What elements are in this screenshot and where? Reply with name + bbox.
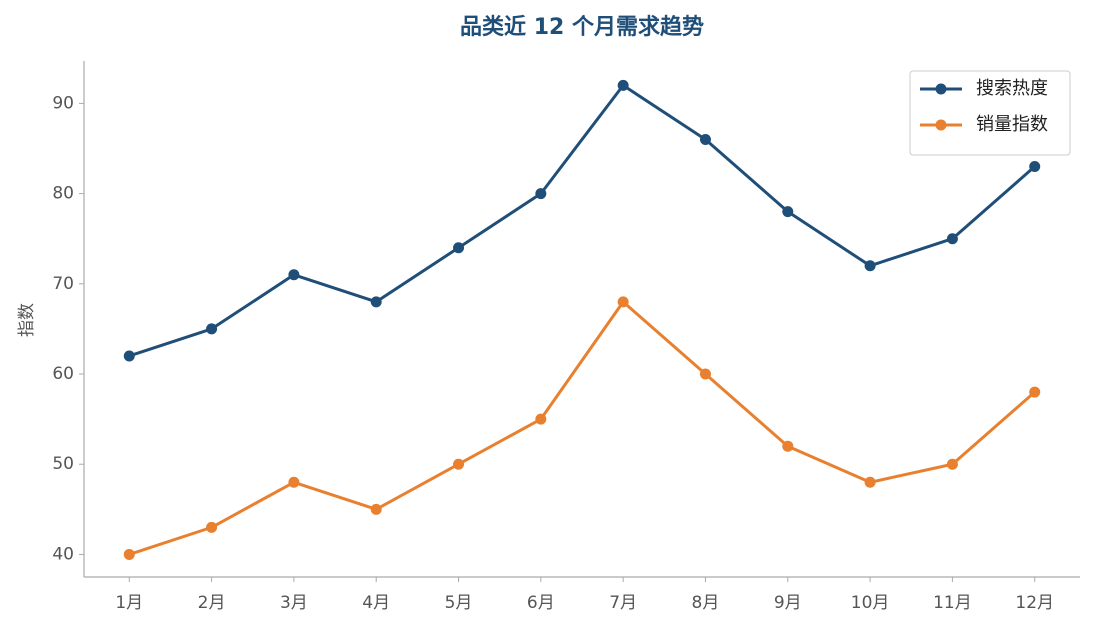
y-tick-label: 80 [52, 184, 74, 204]
x-tick-label: 7月 [609, 593, 637, 613]
y-tick-label: 40 [52, 544, 74, 564]
x-tick-label: 9月 [774, 593, 802, 613]
y-tick-label: 60 [52, 364, 74, 384]
point [370, 296, 382, 308]
y-axis-label: 指数 [17, 303, 37, 337]
point [288, 269, 300, 281]
point [617, 79, 629, 91]
point [864, 476, 876, 488]
point [206, 323, 218, 335]
point [535, 413, 547, 425]
x-tick-label: 8月 [692, 593, 720, 613]
x-tick-label: 1月 [115, 593, 143, 613]
x-tick-label: 6月 [527, 593, 555, 613]
point [453, 458, 465, 470]
x-tick-label: 2月 [198, 593, 226, 613]
chart-title: 品类近 12 个月需求趋势 [460, 14, 704, 40]
point [123, 548, 135, 560]
line [128, 83, 1036, 358]
point [1029, 161, 1041, 173]
legend-marker [935, 83, 947, 95]
x-tick-label: 4月 [362, 593, 390, 613]
point [288, 476, 300, 488]
legend-label: 搜索热度 [976, 78, 1048, 99]
point [1029, 386, 1041, 398]
x-tick-label: 5月 [445, 593, 473, 613]
point [535, 188, 547, 200]
point [946, 458, 958, 470]
legend-marker [935, 119, 947, 131]
point [699, 133, 711, 145]
point [123, 350, 135, 362]
point [370, 503, 382, 515]
y-tick-label: 70 [52, 274, 74, 294]
point [782, 206, 794, 218]
y-tick-label: 90 [52, 93, 74, 113]
x-tick-label: 12月 [1015, 593, 1054, 613]
x-tick-label: 3月 [280, 593, 308, 613]
legend-label: 销量指数 [976, 114, 1048, 135]
point [782, 440, 794, 452]
point [206, 521, 218, 533]
legend [909, 70, 1071, 156]
point [864, 260, 876, 272]
y-tick-label: 50 [52, 454, 74, 474]
point [699, 368, 711, 380]
x-tick-label: 11月 [933, 593, 972, 613]
point [946, 233, 958, 245]
x-tick-label: 10月 [851, 593, 890, 613]
point [617, 296, 629, 308]
line [128, 300, 1036, 556]
point [453, 242, 465, 254]
